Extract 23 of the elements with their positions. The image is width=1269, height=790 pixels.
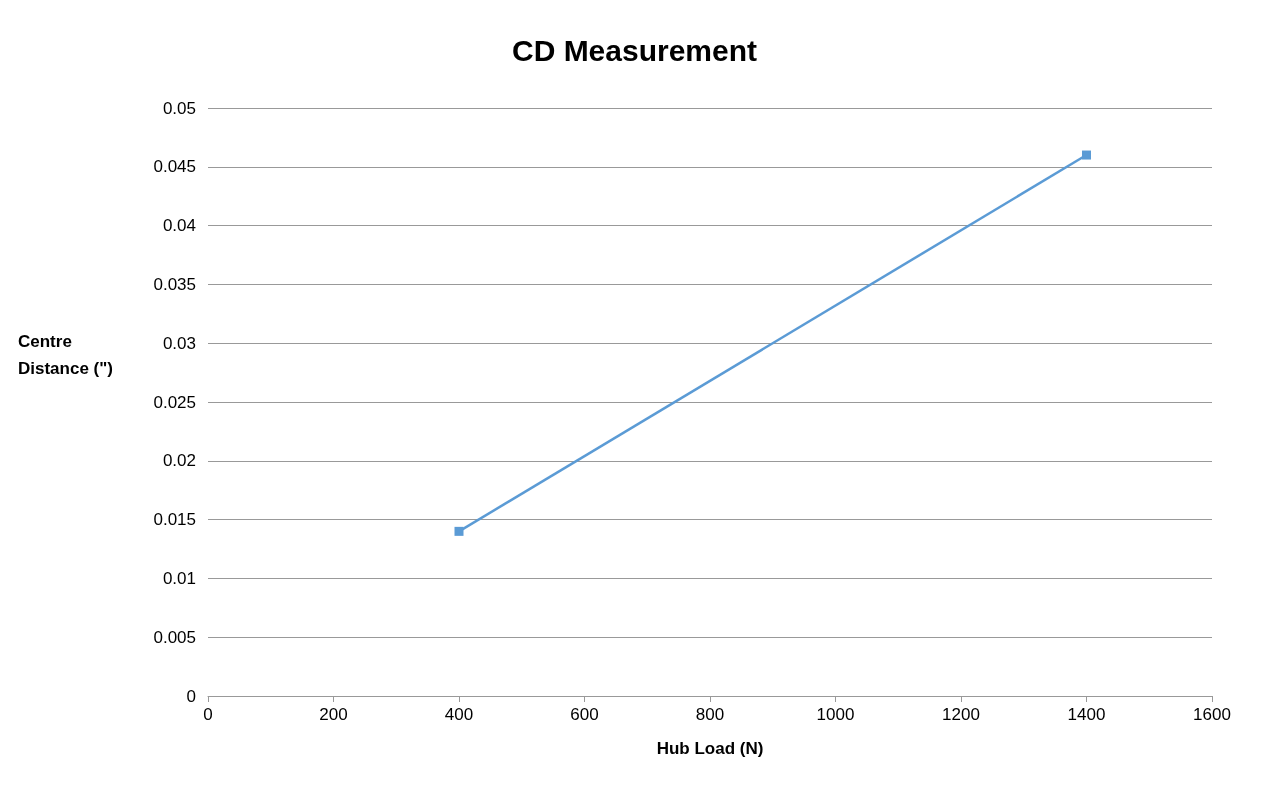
y-tick-label: 0 [186, 686, 196, 706]
chart-title: CD Measurement [511, 33, 758, 67]
y-axis-title: Centre Distance (") [18, 332, 113, 378]
y-tick-label: 0.025 [153, 392, 196, 412]
x-axis-title: Hub Load (N) [656, 739, 764, 758]
x-tick-label: 1400 [1067, 705, 1106, 724]
x-tick-label: 800 [695, 705, 725, 724]
y-tick-label: 0.04 [162, 216, 196, 236]
y-tick-label: 0.035 [153, 274, 196, 294]
y-tick-label: 0.05 [162, 98, 196, 118]
x-tick-label: 1600 [1193, 705, 1231, 724]
y-tick-label: 0.03 [162, 333, 196, 353]
y-tick-label: 0.045 [153, 157, 196, 177]
x-tick-label: 1000 [816, 705, 855, 724]
x-tick-label: 0 [203, 705, 213, 724]
y-tick-label: 0.005 [153, 627, 196, 647]
x-tick-label: 600 [570, 705, 599, 724]
y-tick-label: 0.01 [162, 568, 196, 588]
x-tick-label: 200 [319, 705, 348, 724]
y-tick-label: 0.02 [162, 451, 196, 471]
y-tick-label: 0.015 [153, 510, 196, 530]
x-tick-label: 400 [444, 705, 474, 724]
x-tick-label: 1200 [942, 705, 980, 724]
